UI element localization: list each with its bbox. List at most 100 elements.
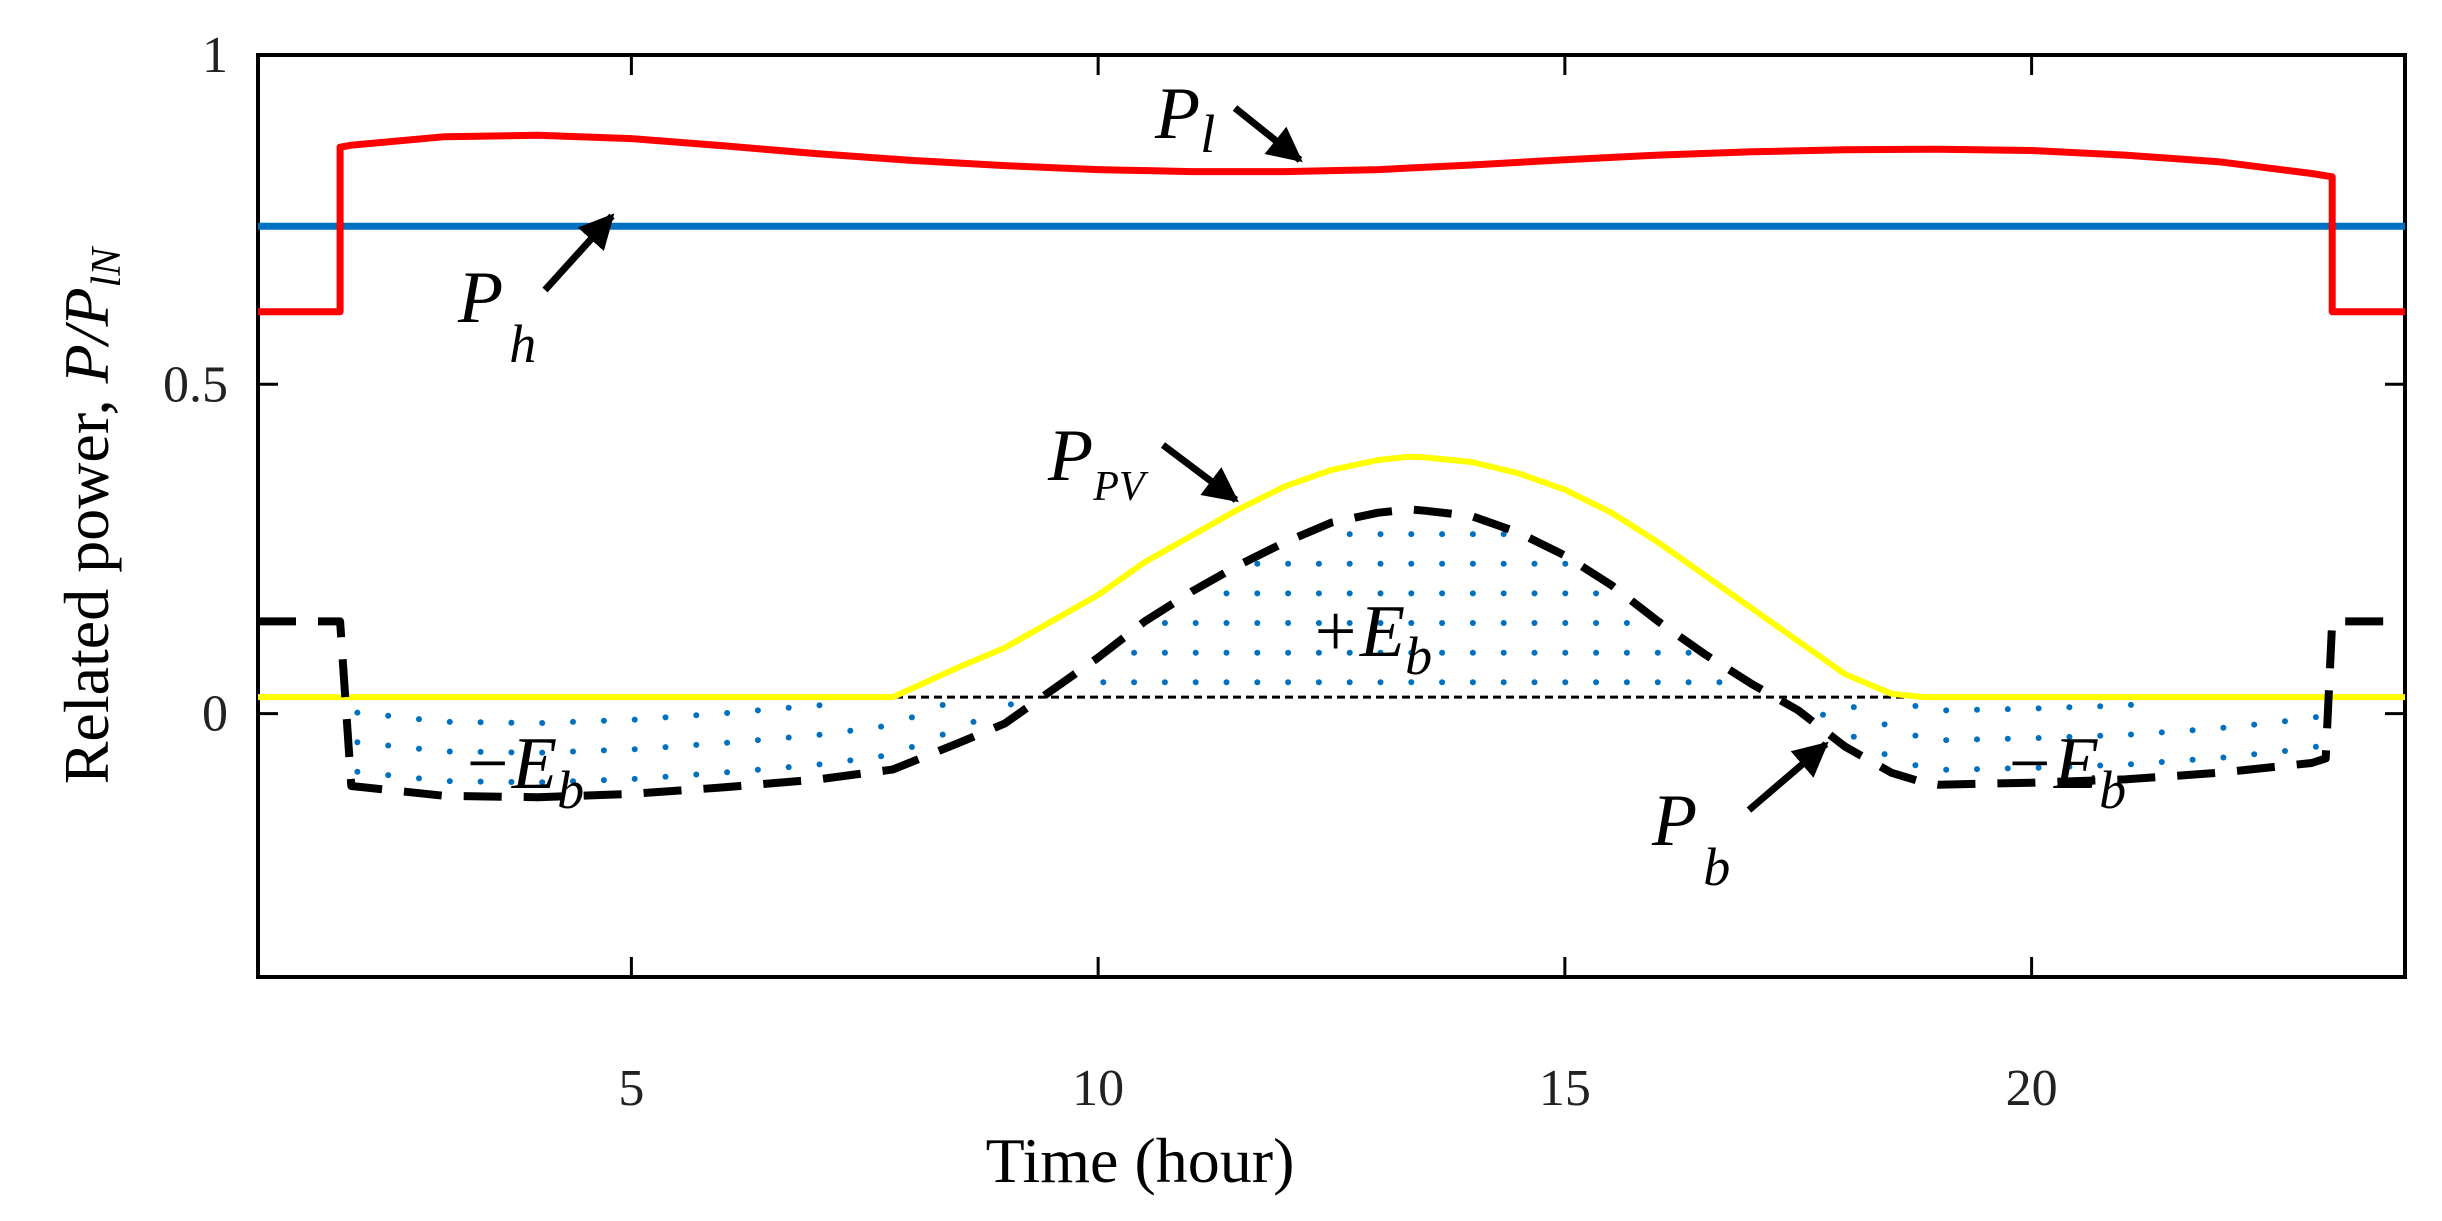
shade-dot [1850, 704, 1857, 711]
shade-dot [2004, 706, 2011, 713]
shade-dot [2035, 735, 2042, 741]
y-axis-title-prefix: Related power, [51, 383, 122, 784]
shade-dot [477, 719, 484, 726]
shade-dot [847, 727, 854, 734]
plot-frame [256, 53, 2407, 979]
shade-dot [1974, 766, 1980, 773]
shade-dot [1377, 620, 1384, 626]
shade-dot [1100, 679, 1107, 686]
shade-dot [2158, 759, 2165, 765]
x-axis-title: Time (hour) [986, 1125, 1295, 1196]
shade-dot [1223, 649, 1230, 656]
shade-dot [570, 718, 576, 725]
arrow-ppv [1160, 442, 1239, 503]
shade-dot [1500, 679, 1507, 686]
shade-region-1 [354, 702, 977, 786]
shade-dot [2128, 731, 2134, 738]
shade-dot [354, 768, 361, 775]
shade-dot [477, 748, 484, 755]
shade-dot [2189, 756, 2196, 763]
y-axis-title-p: P [51, 344, 122, 384]
shade-dot [1593, 679, 1600, 686]
shade-dot [2097, 762, 2104, 769]
shade-dot [416, 745, 422, 752]
shade-dot [1408, 531, 1415, 538]
shade-dot [1315, 649, 1322, 656]
shade-dot [1562, 590, 1569, 597]
shade-dot [2066, 704, 2073, 711]
shade-dot [539, 749, 546, 756]
shade-dot [1377, 679, 1384, 686]
shade-dot [1943, 737, 1950, 744]
shade-dot [1850, 733, 1857, 740]
y-tick-label: 0.5 [163, 356, 228, 413]
arrow-pl [1232, 105, 1303, 163]
shade-dot [1500, 649, 1507, 656]
label-ph: Ph [457, 257, 536, 374]
shade-dot [908, 744, 915, 750]
shade-dot [1943, 707, 1950, 714]
shade-dot [1285, 560, 1292, 567]
shade-dot [724, 710, 731, 716]
shade-dot [1623, 679, 1630, 686]
shade-dot [1500, 620, 1507, 626]
shade-dot [1161, 620, 1168, 626]
shade-dot [1623, 620, 1630, 626]
shade-dot [1562, 649, 1569, 656]
shade-dot [1685, 679, 1692, 686]
shade-dot [1881, 721, 1888, 728]
shade-dot [2035, 764, 2042, 771]
shade-dot [1315, 560, 1322, 567]
shade-dot [1346, 649, 1353, 656]
shade-dot [1254, 679, 1261, 686]
shade-dot [1974, 736, 1980, 743]
shade-dot [1469, 590, 1476, 597]
shade-dot [2004, 765, 2011, 772]
x-tick-label: 10 [1072, 1060, 1124, 1117]
shade-dot [1439, 560, 1446, 567]
shade-dot [2282, 718, 2288, 725]
label-pl: Pl [1154, 73, 1215, 164]
shade-dot [1254, 560, 1261, 567]
arrow-ph [542, 213, 615, 293]
shade-dot [754, 707, 761, 714]
shade-dot [1408, 590, 1415, 597]
shade-dot [1192, 649, 1199, 656]
shade-dot [878, 723, 885, 730]
shade-dot [508, 719, 515, 726]
shade-dot [2220, 724, 2227, 731]
shade-dot [1469, 679, 1476, 686]
shade-dot [1439, 620, 1446, 626]
shade-dot [1881, 751, 1888, 758]
shade-dot [1500, 560, 1507, 567]
shade-dot [662, 744, 669, 751]
shade-dot [2128, 761, 2134, 768]
label-eb-plus: +Eb [1310, 591, 1432, 686]
shade-dot [2004, 735, 2011, 742]
shade-dot [1654, 649, 1661, 656]
shade-dot [2066, 763, 2073, 770]
shade-dot [1716, 679, 1723, 686]
shade-dot [1254, 620, 1261, 626]
shade-dot [693, 771, 700, 778]
x-tick-label: 5 [618, 1060, 644, 1117]
shade-dot [1685, 649, 1692, 656]
shade-dot [1007, 701, 1014, 708]
shade-dot [662, 714, 669, 721]
shade-dot [1315, 620, 1322, 626]
shade-dot [662, 773, 669, 780]
shade-dot [631, 746, 638, 753]
x-tick-label: 20 [2006, 1060, 2058, 1117]
shade-dot [2128, 701, 2134, 708]
shade-dot [1254, 590, 1261, 597]
shade-dot [508, 779, 515, 785]
shade-dot [631, 775, 638, 782]
shade-dot [785, 764, 792, 771]
shade-dot [2097, 703, 2104, 710]
shade-dot [354, 739, 361, 746]
shade-dot [1500, 531, 1507, 538]
shade-dot [1131, 649, 1138, 656]
shade-dot [2251, 751, 2258, 758]
shade-dot [1562, 679, 1569, 686]
shade-dot [1223, 620, 1230, 626]
